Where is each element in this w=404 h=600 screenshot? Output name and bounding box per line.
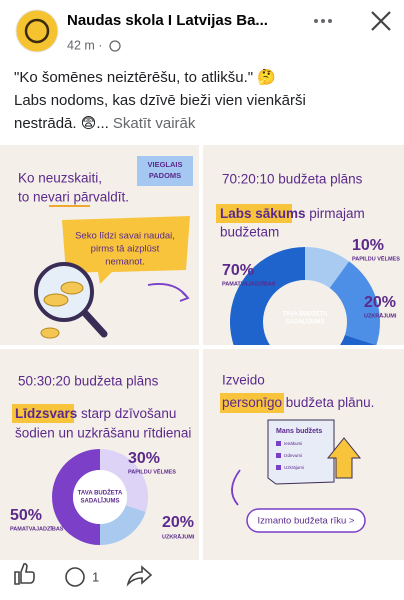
highlight-text: personīgo — [222, 395, 282, 410]
comment-button[interactable] — [65, 567, 85, 587]
avatar-logo — [24, 18, 50, 44]
donut-hole — [73, 470, 127, 524]
segment-caption: UZKRĀJUMI — [364, 312, 397, 319]
donut-chart — [52, 449, 148, 545]
title-text: budžeta plānu. — [282, 395, 374, 410]
segment-caption: PAMATVAJADZĪBAS — [222, 280, 276, 287]
tile-title: Ko neuzskaiti, — [18, 171, 102, 186]
tile-title: to nevari pārvaldīt. — [18, 190, 129, 205]
donut-center: SADALĪJUMS — [80, 498, 119, 505]
subtitle-text: pirmajam — [306, 206, 365, 221]
badge — [137, 156, 193, 186]
post-text: Labs nodoms, kas dzīvē bieži vien vienkā… — [14, 92, 306, 109]
segment-caption: PAPILDU VĒLMES — [128, 468, 176, 475]
magnifier — [34, 262, 108, 339]
post-text: "Ko šomēnes neiztērēšu, to atlikšu." 🤔 — [14, 68, 276, 86]
see-more[interactable]: Skatīt vairāk — [113, 115, 196, 132]
tile-subtitle: Līdzsvars starp dzīvošanu — [15, 406, 176, 421]
post-time[interactable]: 42 m · — [67, 38, 102, 52]
page-name[interactable]: Naudas skola I Latvijas Ba... — [67, 12, 268, 29]
button-label: Izmanto budžeta rīku > — [258, 516, 355, 527]
tile-title: personīgo budžeta plānu. — [222, 395, 374, 410]
card-item: Izdevumi — [284, 453, 302, 458]
like-button[interactable] — [14, 562, 35, 585]
up-arrow — [326, 437, 362, 479]
post-text-line: nestrādā. 😨... — [14, 115, 109, 132]
percent-label: 50% — [10, 507, 42, 524]
tile-subtitle: budžetam — [220, 225, 279, 240]
highlight-text: Labs sākums — [220, 206, 306, 221]
donut-segment — [305, 247, 350, 289]
highlight — [12, 404, 74, 423]
donut-segment — [100, 505, 146, 545]
highlight — [220, 393, 284, 413]
badge-text: VIEGLAIS — [147, 160, 182, 169]
share-button[interactable] — [126, 565, 153, 587]
card-item: Uzkrājumi — [284, 465, 304, 470]
page-avatar[interactable] — [15, 9, 59, 53]
more-button[interactable] — [314, 19, 332, 23]
segment-caption: UZKRĀJUMI — [162, 533, 195, 540]
arrow — [231, 469, 241, 506]
donut-center: SADALĪJUMS — [285, 319, 324, 326]
percent-label: 20% — [364, 294, 396, 311]
card-item: Ienākumi — [284, 441, 302, 446]
tile-title: 70:20:10 budžeta plāns — [222, 172, 363, 187]
donut-chart — [230, 247, 380, 345]
percent-label: 20% — [162, 514, 194, 531]
comment-count: 1 — [92, 569, 99, 584]
percent-label: 30% — [128, 450, 160, 467]
segment-caption: PAPILDU VĒLMES — [352, 255, 400, 262]
arrow — [147, 283, 190, 302]
donut-segment — [329, 261, 380, 345]
subtitle-text: starp dzīvošanu — [77, 406, 176, 421]
badge-text: PADOMS — [149, 171, 181, 180]
donut-center: TAVA BUDŽETA — [78, 489, 123, 497]
donut-segment — [230, 247, 376, 345]
tile-title: 50:30:20 budžeta plāns — [18, 374, 159, 389]
highlight-text: Līdzsvars — [15, 406, 77, 421]
bubble-text: pirms tā aizplūst — [91, 244, 160, 255]
donut-segment — [100, 449, 148, 512]
budget-tool-button[interactable] — [246, 508, 366, 533]
tile-subtitle: Labs sākums pirmajam — [220, 206, 365, 221]
speech-bubble — [62, 216, 190, 284]
percent-label: 10% — [352, 237, 384, 254]
tile-subtitle: šodien un uzkrāšanu rītdienai — [15, 426, 191, 441]
card-title: Mans budžets — [276, 428, 322, 435]
donut-center: TAVA BUDŽETA — [283, 310, 328, 318]
globe-icon — [109, 40, 121, 52]
budget-card — [267, 419, 335, 485]
card-checks — [276, 441, 281, 470]
bubble-text: Seko līdzi savai naudai, — [75, 231, 175, 242]
tile-title: Izveido — [222, 373, 265, 388]
bubble-text: nemanot. — [105, 257, 145, 268]
post-text: nestrādā. 😨... Skatīt vairāk — [14, 115, 196, 132]
percent-label: 70% — [222, 262, 254, 279]
highlight — [216, 204, 292, 223]
segment-caption: PAMATVAJADZĪBAS — [10, 525, 64, 532]
donut-segment — [52, 449, 100, 545]
close-button[interactable] — [371, 11, 391, 31]
